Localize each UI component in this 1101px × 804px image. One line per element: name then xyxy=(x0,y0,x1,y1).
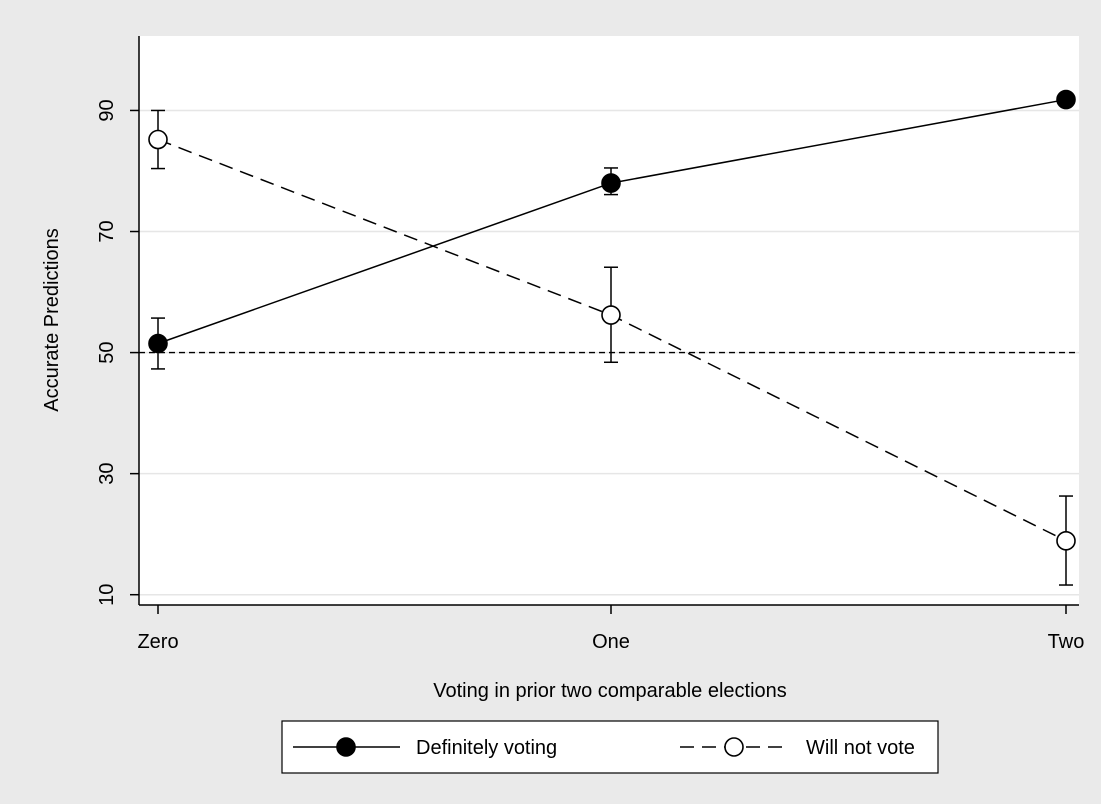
data-point xyxy=(601,173,621,193)
x-tick-label: Two xyxy=(1048,631,1085,653)
legend-label: Will not vote xyxy=(806,737,915,759)
series-0 xyxy=(148,89,1076,370)
legend-item-0: Definitely voting xyxy=(293,737,557,759)
data-point xyxy=(1056,531,1076,551)
y-tick-label: 10 xyxy=(96,584,118,606)
data-point xyxy=(1056,89,1076,110)
y-axis-title: Accurate Predictions xyxy=(41,228,63,411)
y-tick-label: 70 xyxy=(96,220,118,242)
data-point xyxy=(601,305,621,325)
legend-marker xyxy=(336,737,356,757)
legend-marker xyxy=(724,737,744,757)
legend: Definitely voting Will not vote xyxy=(281,720,939,774)
y-tick-label: 90 xyxy=(96,99,118,121)
x-tick-label: Zero xyxy=(137,631,178,653)
legend-item-1: Will not vote xyxy=(680,737,915,759)
y-tick-label: 30 xyxy=(96,463,118,485)
y-tick-label: 50 xyxy=(96,341,118,363)
x-axis-title: Voting in prior two comparable elections xyxy=(433,680,787,702)
x-tick-label: One xyxy=(592,631,630,653)
data-point xyxy=(148,129,168,150)
legend-label: Definitely voting xyxy=(416,737,557,759)
series-1 xyxy=(148,109,1076,586)
data-point xyxy=(148,333,168,354)
